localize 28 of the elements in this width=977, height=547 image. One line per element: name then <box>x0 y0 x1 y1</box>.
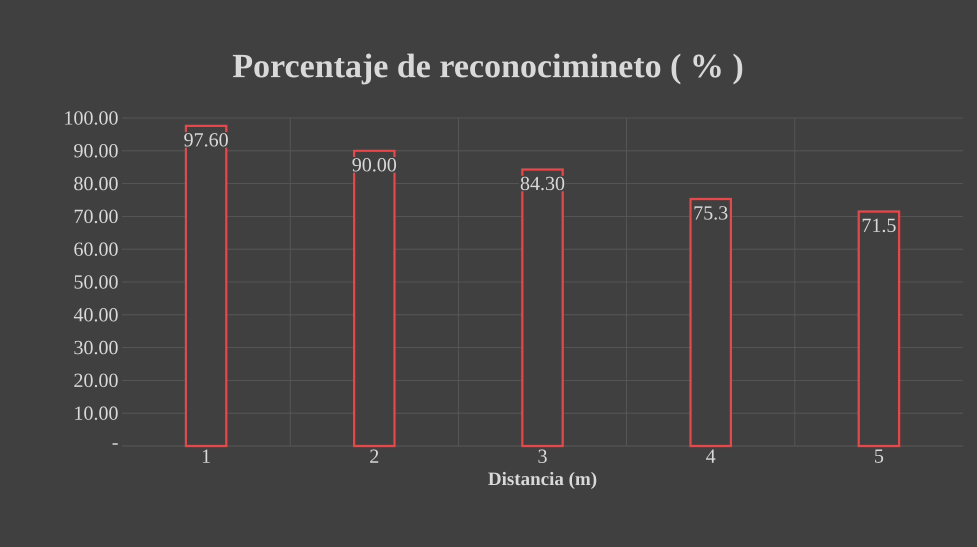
y-tick-label: - <box>112 443 118 445</box>
data-label: 71.5 <box>862 218 896 232</box>
chart-title: Porcentaje de reconocimineto ( % ) <box>232 54 742 84</box>
bar <box>858 210 900 448</box>
bar <box>689 198 732 448</box>
bar <box>521 168 564 448</box>
y-tick-label: 70.00 <box>74 210 118 224</box>
data-label: 90.00 <box>352 158 396 172</box>
y-tick-label: 80.00 <box>74 176 118 190</box>
x-tick-label: 2 <box>370 450 378 463</box>
data-label: 97.60 <box>184 133 228 147</box>
x-tick-label: 3 <box>538 450 547 463</box>
y-tick-label: 90.00 <box>74 144 118 158</box>
data-label: 84.30 <box>520 176 564 190</box>
y-tick-label: 30.00 <box>74 340 118 354</box>
x-tick-label: 5 <box>875 450 884 463</box>
y-tick-label: 50.00 <box>74 275 118 289</box>
x-axis-title: Distancia (m) <box>488 472 596 490</box>
x-tick-label: 4 <box>706 450 716 463</box>
y-tick-label: 100.00 <box>65 111 118 125</box>
bar <box>353 150 396 448</box>
y-tick-label: 40.00 <box>74 308 118 322</box>
bar <box>184 124 228 448</box>
data-label: 75.3 <box>694 206 728 220</box>
y-tick-label: 60.00 <box>74 242 118 256</box>
y-tick-label: 20.00 <box>74 374 118 388</box>
y-tick-label: 10.00 <box>75 406 118 420</box>
x-tick-label: 1 <box>202 450 210 463</box>
